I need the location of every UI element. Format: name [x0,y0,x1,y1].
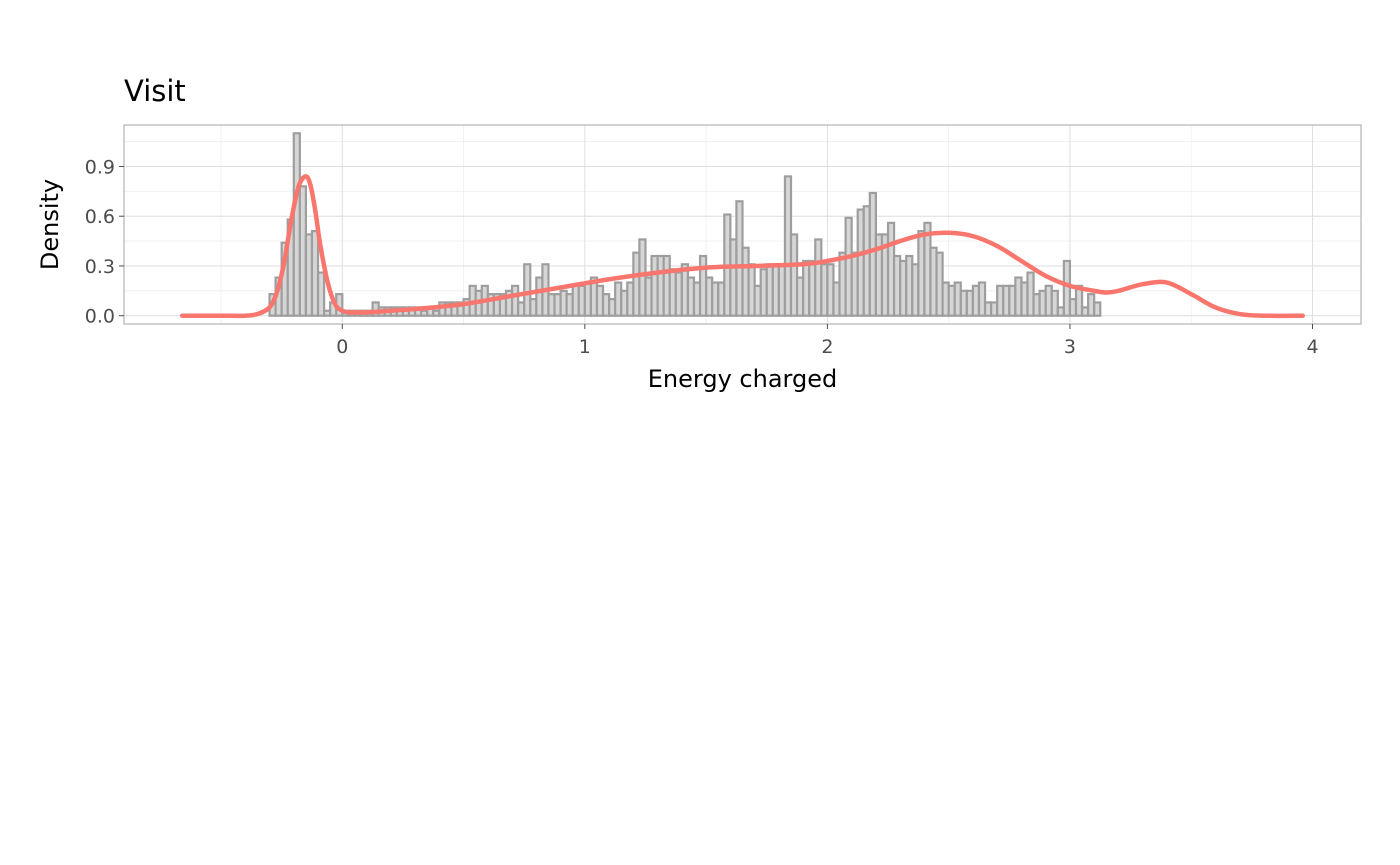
histogram-bar [1093,301,1102,317]
histogram-bar [523,263,532,317]
histogram-bar [1062,259,1072,317]
density-curve-layer [179,174,1306,319]
chart-title: Visit [124,74,186,108]
histogram-bar [510,284,520,317]
histogram-bar [1050,289,1059,317]
density-curve [179,174,1306,319]
plot-panel-border [123,124,1362,325]
x-axis-title: Energy charged [648,365,837,393]
histogram-bar [977,281,987,317]
y-tick-label: 0.3 [85,256,115,278]
x-tick-label: 4 [1306,336,1318,358]
x-tick-label: 1 [579,336,591,358]
x-tick-label: 0 [336,336,348,358]
x-tick-label: 2 [821,336,833,358]
x-tick-label: 3 [1064,336,1076,358]
histogram-bars [268,132,1102,317]
histogram-bar [316,271,326,317]
histogram-bar [789,233,799,317]
y-tick-label: 0.0 [85,306,115,328]
axes-layer: 0 1 2 3 4 0.0 0.3 0.6 0.9 [85,156,1319,358]
y-tick-label: 0.9 [85,156,115,178]
y-axis-title: Density [36,179,64,270]
y-tick-label: 0.6 [85,206,115,228]
